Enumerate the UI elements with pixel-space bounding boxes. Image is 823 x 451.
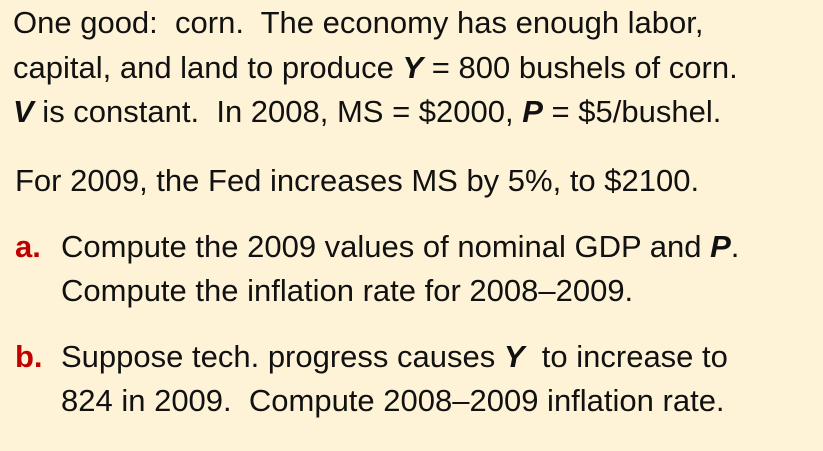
item-a-line-1: Compute the 2009 values of nominal GDP a… — [61, 229, 739, 265]
intro-line-3-mid: is constant. In 2008, MS = $2000, — [33, 94, 523, 129]
intro-line-3-after: = $5/bushel. — [542, 94, 722, 129]
intro-line-2-before: capital, and land to produce — [13, 50, 403, 85]
item-b-line-2: 824 in 2009. Compute 2008–2009 inflation… — [61, 383, 725, 419]
fed-statement: For 2009, the Fed increases MS by 5%, to… — [15, 163, 699, 199]
item-b-line-2-text: 824 in 2009. Compute 2008–2009 inflation… — [61, 383, 725, 418]
intro-line-2: capital, and land to produce Y = 800 bus… — [13, 50, 738, 86]
item-a-line-2: Compute the inflation rate for 2008–2009… — [61, 273, 633, 309]
item-a-line-1-before: Compute the 2009 values of nominal GDP a… — [61, 229, 711, 264]
item-a-marker: a. — [15, 229, 41, 265]
intro-line-1-text: One good: corn. The economy has enough l… — [13, 5, 704, 40]
intro-line-3: V is constant. In 2008, MS = $2000, P = … — [13, 94, 721, 130]
item-b-line-1-after: to increase to — [524, 339, 728, 374]
item-a-marker-text: a. — [15, 229, 41, 264]
variable-v: V — [13, 94, 34, 129]
intro-line-2-after: = 800 bushels of corn. — [423, 50, 738, 85]
variable-y: Y — [402, 50, 424, 85]
item-b-marker-text: b. — [15, 339, 43, 374]
item-a-line-2-text: Compute the inflation rate for 2008–2009… — [61, 273, 634, 308]
variable-p: P — [710, 229, 731, 264]
variable-p: P — [522, 94, 543, 129]
item-b-line-1-before: Suppose tech. progress causes — [61, 339, 504, 374]
fed-statement-text: For 2009, the Fed increases MS by 5%, to… — [15, 163, 700, 198]
item-a-line-1-after: . — [730, 229, 740, 264]
item-b-marker: b. — [15, 339, 43, 375]
variable-y: Y — [503, 339, 525, 374]
intro-line-1: One good: corn. The economy has enough l… — [13, 5, 704, 41]
item-b-line-1: Suppose tech. progress causes Y to incre… — [61, 339, 728, 375]
